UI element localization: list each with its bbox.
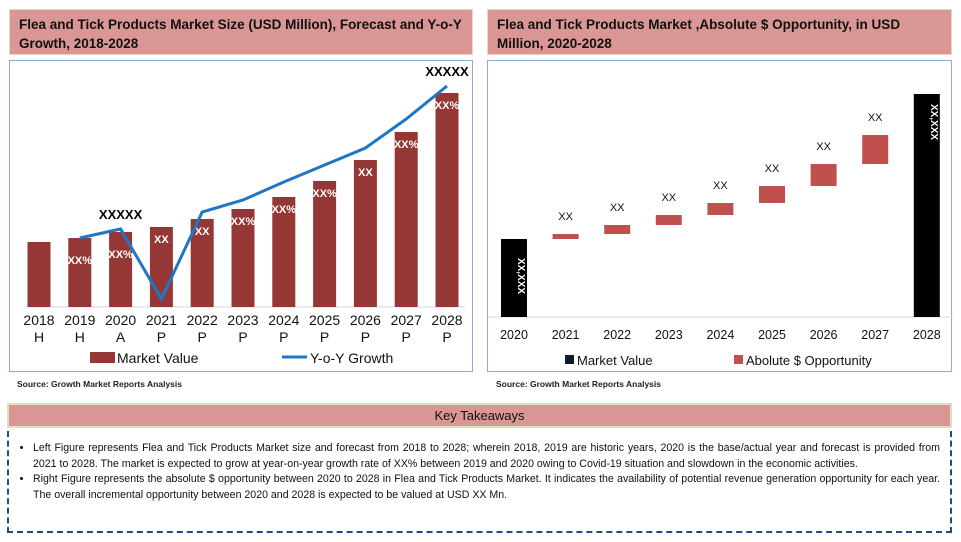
annotation-label: XXXXX xyxy=(99,207,143,222)
x-tick-label: 2026 xyxy=(350,312,381,328)
bar-2025 xyxy=(759,186,785,203)
x-tick-sublabel: P xyxy=(238,329,247,345)
x-tick-sublabel: H xyxy=(75,329,85,345)
bar-2028 xyxy=(435,93,459,307)
x-tick-sublabel: P xyxy=(361,329,370,345)
bar-data-label: XX% xyxy=(394,139,419,151)
market-size-chart: 2018HXX%2019HXX%2020AXX2021PXX2022PXX%20… xyxy=(23,64,469,366)
yoy-growth-line xyxy=(79,84,448,303)
bar-2024 xyxy=(272,197,296,307)
x-tick-label: 2028 xyxy=(431,312,462,328)
bar-data-label: XX% xyxy=(68,255,93,267)
x-tick-label: 2022 xyxy=(603,328,631,342)
right-source: Source: Growth Market Reports Analysis xyxy=(496,379,662,389)
opportunity-chart: XX,XXX 2020 XX 2021 XX 2022 XX 2023 XX 2024 XX 2025… xyxy=(488,94,953,368)
bar-data-label: XX xyxy=(610,202,625,214)
bar-data-label: XX xyxy=(558,211,573,223)
bar-data-label: XX,XXX xyxy=(928,104,939,140)
x-tick-sublabel: P xyxy=(198,329,207,345)
x-tick-label: 2024 xyxy=(706,328,734,342)
bar-data-label: XX xyxy=(358,167,373,179)
bar-data-label: XX% xyxy=(312,188,337,200)
takeaway-bullet: Left Figure represents Flea and Tick Pro… xyxy=(33,441,940,472)
x-tick-label: 2025 xyxy=(309,312,340,328)
legend-market-value-label: Market Value xyxy=(117,350,199,366)
bar-2027 xyxy=(862,135,889,164)
x-tick-label: 2021 xyxy=(552,328,580,342)
x-tick-label: 2018 xyxy=(23,312,54,328)
x-tick-label: 2024 xyxy=(268,312,299,328)
bar-2019 xyxy=(68,238,92,307)
key-takeaways-box: Left Figure represents Flea and Tick Pro… xyxy=(7,431,952,533)
key-takeaways-title: Key Takeaways xyxy=(7,403,952,428)
x-tick-label: 2027 xyxy=(391,312,422,328)
x-tick-label: 2025 xyxy=(758,328,786,342)
bar-2021 xyxy=(552,234,579,239)
bar-data-label: XX,XXX xyxy=(515,258,526,294)
right-chart-title: Flea and Tick Products Market ,Absolute … xyxy=(487,9,952,55)
bar-2018 xyxy=(27,242,51,307)
bar-data-label: XX xyxy=(154,234,169,246)
x-tick-label: 2020 xyxy=(500,328,528,342)
legend-market-value-swatch xyxy=(90,352,115,363)
left-chart-title: Flea and Tick Products Market Size (USD … xyxy=(9,9,473,55)
bar-data-label: XX xyxy=(661,192,676,204)
takeaway-bullet: Right Figure represents the absolute $ o… xyxy=(33,472,940,503)
x-tick-sublabel: P xyxy=(442,329,451,345)
left-chart: 2018 H XX% 2019 H XX% 2020 A XX 2021 P XX 2022 P XX% 20… xyxy=(9,60,473,372)
bar-2022 xyxy=(604,225,631,234)
bar-2026 xyxy=(810,164,837,186)
bar-data-label: XX xyxy=(195,226,210,238)
bar-data-label: XX% xyxy=(108,249,133,261)
x-tick-sublabel: A xyxy=(116,329,126,345)
x-tick-sublabel: H xyxy=(34,329,44,345)
legend-opportunity-swatch xyxy=(734,355,743,364)
legend-growth-label: Y-o-Y Growth xyxy=(310,350,393,366)
bar-2022 xyxy=(190,219,214,307)
x-tick-sublabel: P xyxy=(279,329,288,345)
x-tick-label: 2028 xyxy=(913,328,941,342)
bar-data-label: XX xyxy=(816,141,831,153)
bar-data-label: XX xyxy=(713,180,728,192)
bar-2024 xyxy=(707,203,734,215)
x-tick-sublabel: P xyxy=(157,329,166,345)
legend-opportunity-label: Abolute $ Opportunity xyxy=(746,353,872,368)
bar-data-label: XX xyxy=(765,163,780,175)
bar-2025 xyxy=(313,181,337,307)
x-tick-label: 2020 xyxy=(105,312,136,328)
bar-2026 xyxy=(353,160,377,307)
bar-data-label: XX xyxy=(868,112,883,124)
x-tick-label: 2023 xyxy=(655,328,683,342)
x-tick-label: 2023 xyxy=(227,312,258,328)
legend-market-value-label: Market Value xyxy=(577,353,653,368)
bar-2023 xyxy=(655,215,682,225)
bar-data-label: XX% xyxy=(272,204,297,216)
bar-2028 xyxy=(913,94,940,317)
bar-2027 xyxy=(394,132,418,307)
bar-2020 xyxy=(501,239,527,317)
bar-data-label: XX% xyxy=(435,100,460,112)
x-tick-label: 2019 xyxy=(64,312,95,328)
bar-2023 xyxy=(231,209,255,307)
x-tick-sublabel: P xyxy=(402,329,411,345)
x-tick-label: 2026 xyxy=(810,328,838,342)
bar-2020 xyxy=(109,232,133,307)
left-source: Source: Growth Market Reports Analysis xyxy=(17,379,183,389)
x-tick-label: 2027 xyxy=(861,328,889,342)
x-tick-label: 2022 xyxy=(187,312,218,328)
bar-data-label: XX% xyxy=(231,216,256,228)
x-tick-label: 2021 xyxy=(146,312,177,328)
annotation-label: XXXXX xyxy=(425,64,469,79)
legend-market-value-swatch xyxy=(565,355,574,364)
right-chart: XX,XXX 2020 XX 2021 XX 2022 XX 2023 XX 2024 XX 2025… xyxy=(487,60,953,372)
x-tick-sublabel: P xyxy=(320,329,329,345)
